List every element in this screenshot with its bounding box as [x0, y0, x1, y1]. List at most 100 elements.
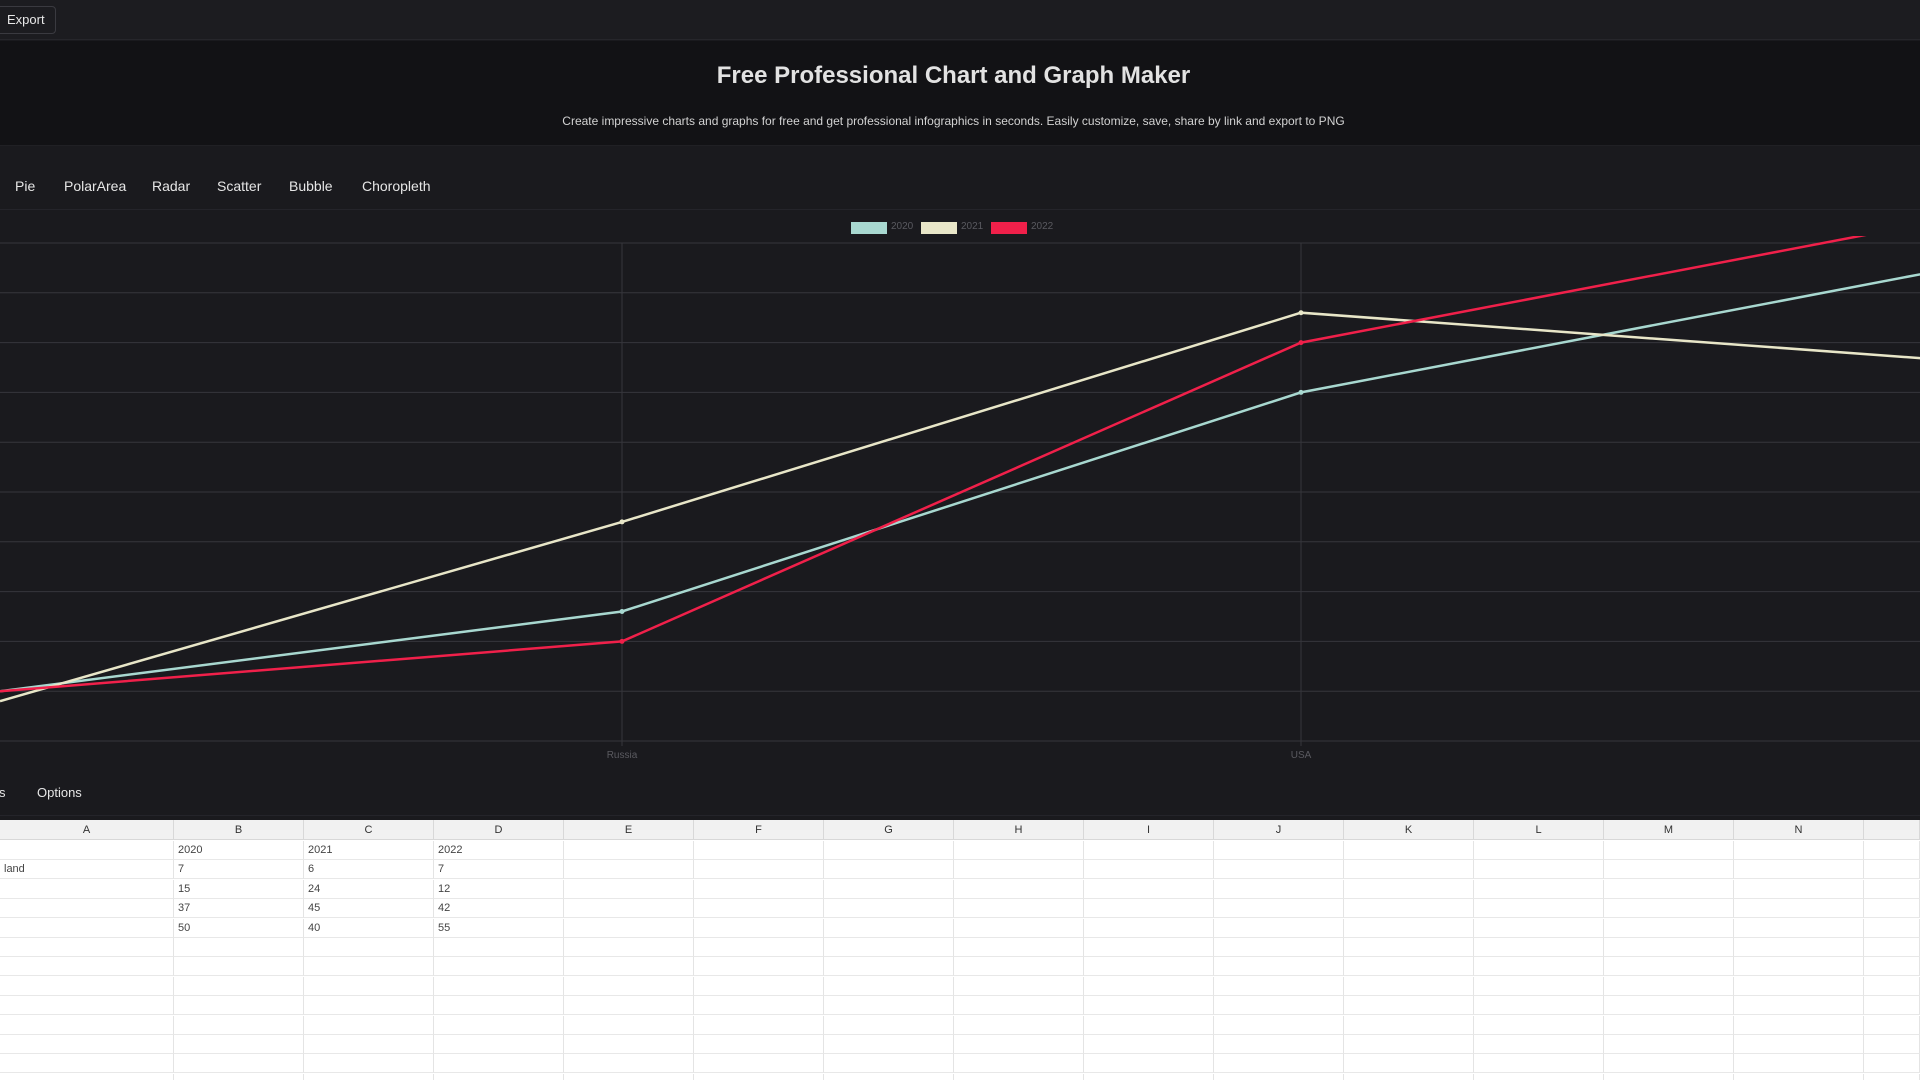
sheet-cell[interactable]	[694, 957, 824, 977]
sheet-cell[interactable]	[1734, 1015, 1864, 1035]
sheet-cell[interactable]	[1864, 1054, 1920, 1074]
sheet-cell[interactable]	[1864, 860, 1920, 880]
sheet-cell[interactable]	[174, 1054, 304, 1074]
sheet-cell[interactable]	[434, 1015, 564, 1035]
sheet-cell[interactable]	[694, 1035, 824, 1054]
sheet-cell[interactable]	[954, 938, 1084, 957]
sheet-cell[interactable]	[954, 1073, 1084, 1080]
sheet-cell[interactable]: 50	[174, 918, 304, 938]
sheet-cell[interactable]	[0, 938, 174, 957]
sheet-cell[interactable]	[1214, 1054, 1344, 1074]
sheet-cell[interactable]	[824, 860, 954, 880]
sheet-cell[interactable]	[564, 1035, 694, 1054]
sheet-cell[interactable]	[1604, 1073, 1734, 1080]
sheet-cell[interactable]	[1864, 1015, 1920, 1035]
sheet-cell[interactable]	[1214, 1015, 1344, 1035]
sheet-cell[interactable]	[1474, 1073, 1604, 1080]
sheet-cell[interactable]	[694, 918, 824, 938]
sheet-cell[interactable]	[1214, 1035, 1344, 1054]
sheet-cell[interactable]	[0, 1073, 174, 1080]
sheet-cell[interactable]	[304, 1073, 434, 1080]
sheet-cell[interactable]	[1734, 976, 1864, 996]
column-header-F[interactable]: F	[694, 820, 824, 840]
sheet-cell[interactable]	[1474, 860, 1604, 880]
sheet-cell[interactable]	[1344, 1035, 1474, 1054]
sheet-cell[interactable]	[1214, 996, 1344, 1016]
sheet-cell[interactable]	[1864, 996, 1920, 1016]
sheet-cell[interactable]	[1734, 860, 1864, 880]
sheet-cell[interactable]	[1344, 899, 1474, 919]
sheet-cell[interactable]	[0, 957, 174, 977]
tab-data-partial[interactable]: s	[0, 785, 6, 800]
sheet-cell[interactable]	[954, 1015, 1084, 1035]
sheet-cell[interactable]	[954, 879, 1084, 899]
sheet-cell[interactable]	[174, 1073, 304, 1080]
sheet-cell[interactable]	[1734, 918, 1864, 938]
sheet-cell[interactable]	[1084, 879, 1214, 899]
sheet-cell[interactable]	[1344, 996, 1474, 1016]
column-header-N[interactable]: N	[1734, 820, 1864, 840]
sheet-cell[interactable]	[1084, 899, 1214, 919]
sheet-cell[interactable]	[1084, 957, 1214, 977]
sheet-cell[interactable]	[1604, 1054, 1734, 1074]
sheet-cell[interactable]	[694, 899, 824, 919]
sheet-cell[interactable]	[1604, 1015, 1734, 1035]
sheet-cell[interactable]	[1214, 938, 1344, 957]
sheet-cell[interactable]	[824, 996, 954, 1016]
sheet-cell[interactable]	[1864, 918, 1920, 938]
sheet-cell[interactable]	[564, 938, 694, 957]
sheet-cell[interactable]	[434, 938, 564, 957]
sheet-cell[interactable]	[1604, 996, 1734, 1016]
sheet-cell[interactable]	[1344, 879, 1474, 899]
sheet-cell[interactable]	[0, 996, 174, 1016]
sheet-cell[interactable]: 2020	[174, 841, 304, 860]
column-header-K[interactable]: K	[1344, 820, 1474, 840]
sheet-cell[interactable]	[1474, 1015, 1604, 1035]
sheet-cell[interactable]	[174, 938, 304, 957]
sheet-cell[interactable]	[824, 957, 954, 977]
sheet-cell[interactable]	[1734, 841, 1864, 860]
sheet-cell[interactable]	[0, 899, 174, 919]
sheet-cell[interactable]	[1864, 1035, 1920, 1054]
sheet-cell[interactable]	[694, 841, 824, 860]
sheet-cell[interactable]: 45	[304, 899, 434, 919]
sheet-cell[interactable]	[1474, 938, 1604, 957]
sheet-cell[interactable]: 15	[174, 879, 304, 899]
tab-choropleth[interactable]: Choropleth	[362, 178, 431, 194]
sheet-cell[interactable]	[1864, 841, 1920, 860]
sheet-cell[interactable]	[304, 996, 434, 1016]
sheet-cell[interactable]	[304, 1035, 434, 1054]
column-header-extra[interactable]	[1864, 820, 1920, 840]
sheet-cell[interactable]	[694, 938, 824, 957]
tab-pie[interactable]: Pie	[15, 178, 36, 194]
sheet-cell[interactable]	[434, 996, 564, 1016]
sheet-cell[interactable]	[1084, 918, 1214, 938]
sheet-cell[interactable]	[824, 1073, 954, 1080]
tab-scatter[interactable]: Scatter	[217, 178, 262, 194]
export-button[interactable]: Export	[0, 6, 56, 34]
sheet-cell[interactable]: land	[0, 860, 174, 880]
sheet-cell[interactable]	[564, 996, 694, 1016]
sheet-cell[interactable]	[1734, 1054, 1864, 1074]
sheet-cell[interactable]	[174, 996, 304, 1016]
sheet-cell[interactable]	[694, 860, 824, 880]
sheet-cell[interactable]	[1864, 938, 1920, 957]
sheet-cell[interactable]	[1214, 879, 1344, 899]
sheet-cell[interactable]	[1344, 938, 1474, 957]
sheet-cell[interactable]	[304, 957, 434, 977]
sheet-cell[interactable]	[1604, 1035, 1734, 1054]
sheet-cell[interactable]	[304, 1015, 434, 1035]
sheet-cell[interactable]	[1344, 841, 1474, 860]
sheet-cell[interactable]	[1344, 957, 1474, 977]
sheet-cell[interactable]	[954, 996, 1084, 1016]
sheet-cell[interactable]	[174, 1035, 304, 1054]
sheet-cell[interactable]	[1734, 996, 1864, 1016]
sheet-cell[interactable]	[1734, 1073, 1864, 1080]
tab-polararea[interactable]: PolarArea	[64, 178, 127, 194]
sheet-cell[interactable]	[1604, 860, 1734, 880]
sheet-cell[interactable]	[824, 1035, 954, 1054]
sheet-cell[interactable]	[564, 1054, 694, 1074]
sheet-cell[interactable]	[1734, 899, 1864, 919]
sheet-cell[interactable]: 7	[174, 860, 304, 880]
sheet-cell[interactable]	[1604, 841, 1734, 860]
